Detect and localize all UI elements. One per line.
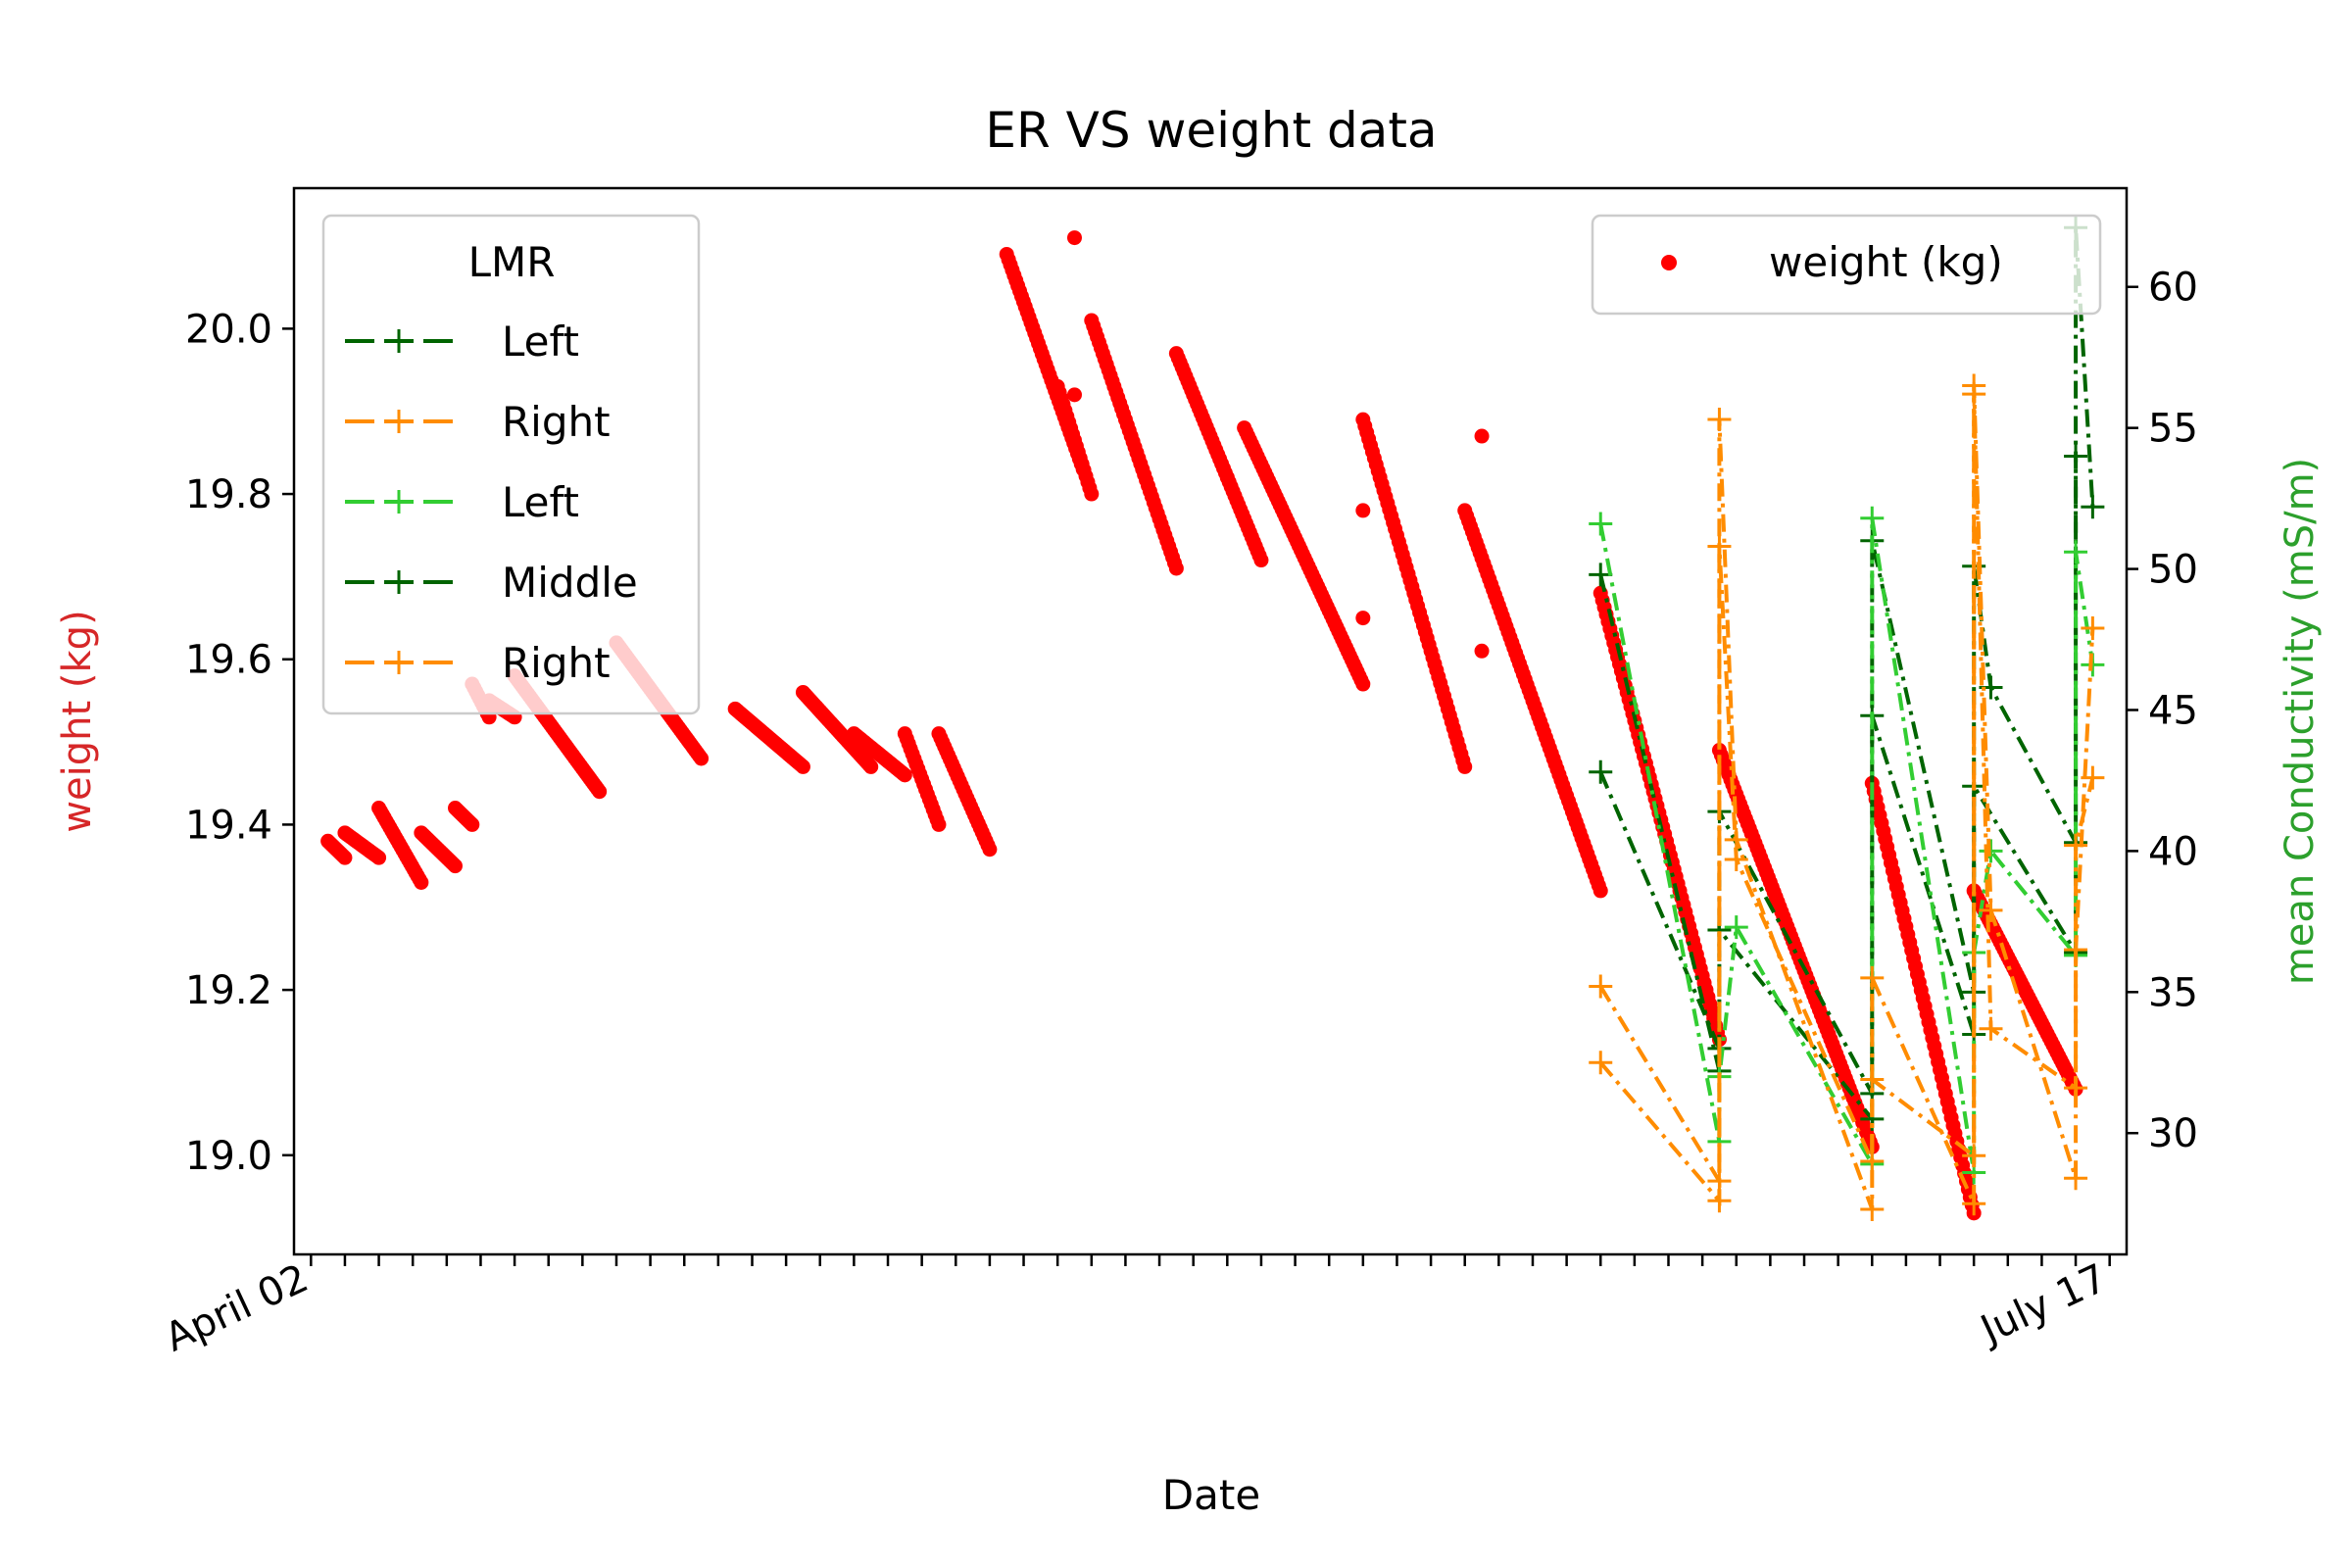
conductivity-marker (2081, 495, 2105, 519)
weight-point (897, 767, 912, 783)
left-y-tick-label: 19.2 (185, 968, 272, 1013)
conductivity-marker (2064, 1166, 2088, 1191)
conductivity-marker (1962, 382, 1986, 407)
left-y-axis: 19.0 19.2 19.4 19.6 19.8 20.0 (185, 307, 294, 1179)
weight-point (1355, 676, 1371, 692)
legend-lmr-swatch-marker (387, 651, 411, 674)
conductivity-marker (1707, 408, 1732, 432)
weight-point (1168, 561, 1184, 576)
weight-point (1219, 469, 1235, 485)
weight-point (1066, 230, 1082, 246)
conductivity-marker (1707, 1169, 1732, 1194)
weight-point (1592, 883, 1608, 899)
conductivity-marker (1860, 1150, 1885, 1174)
weight-point (795, 759, 810, 774)
conductivity-marker (2081, 616, 2105, 641)
legend-lmr-box (321, 214, 701, 715)
conductivity-marker (1707, 534, 1732, 559)
legend-lmr-swatch-marker (387, 410, 411, 433)
chart-title: ER VS weight data (985, 102, 1437, 159)
weight-point (1253, 553, 1269, 568)
weight-point (1457, 759, 1473, 774)
legend-lmr-title: LMR (468, 238, 556, 286)
legend-weight: weight (kg) (1591, 214, 2102, 316)
weight-point (371, 850, 387, 865)
conductivity-marker (1979, 898, 2003, 922)
conductivity-line-5 (1598, 394, 2095, 1189)
x-axis-label: Date (1162, 1471, 1260, 1519)
legend-lmr-label: Right (502, 639, 611, 687)
left-y-axis-label: weight (kg) (55, 610, 100, 832)
conductivity-marker (2064, 1076, 2088, 1101)
weight-point (1084, 486, 1100, 502)
weight-point (337, 850, 353, 865)
legend-lmr-label: Middle (502, 559, 638, 607)
legend-lmr-swatch-marker (387, 329, 411, 353)
weight-point (1066, 387, 1082, 403)
left-y-tick-label: 19.0 (185, 1134, 272, 1179)
right-y-tick-label: 30 (2148, 1111, 2198, 1156)
weight-point (465, 816, 480, 832)
legend-lmr-swatch-marker (387, 490, 411, 514)
legend-weight-marker (1661, 255, 1677, 270)
conductivity-marker (1707, 1189, 1732, 1213)
legend-lmr-label: Left (502, 318, 579, 366)
conductivity-marker (2064, 833, 2088, 858)
weight-point (694, 751, 710, 766)
legend-lmr: LMR Left Right Left Middle Right (321, 214, 701, 715)
weight-point (931, 816, 947, 832)
conductivity-marker (1589, 974, 1613, 999)
conductivity-marker (1589, 1051, 1613, 1075)
legend-weight-label: weight (kg) (1769, 238, 2003, 286)
conductivity-marker (1860, 1197, 1885, 1221)
left-y-tick-label: 19.8 (185, 472, 272, 517)
conductivity-series (1589, 216, 2105, 1221)
right-y-tick-label: 40 (2148, 829, 2198, 874)
legend-lmr-label: Left (502, 478, 579, 526)
conductivity-marker (1860, 1067, 1885, 1092)
conductivity-marker (1589, 760, 1613, 784)
right-y-tick-label: 45 (2148, 688, 2198, 733)
plot-frame (292, 186, 2129, 1256)
weight-point (1355, 503, 1371, 518)
conductivity-line-4 (1598, 385, 2095, 1210)
right-y-axis: 30 35 40 45 50 55 60 (2127, 266, 2198, 1156)
conductivity-marker (1724, 915, 1748, 940)
right-y-tick-label: 60 (2148, 266, 2198, 311)
weight-point (414, 874, 429, 890)
right-y-tick-label: 55 (2148, 407, 2198, 452)
weight-point (592, 784, 608, 800)
conductivity-marker (2081, 765, 2105, 790)
legend-lmr-label: Right (502, 398, 611, 446)
right-y-tick-label: 50 (2148, 548, 2198, 593)
legend-lmr-swatch-marker (387, 570, 411, 594)
legend-lmr-entries: Left Right Left Middle Right (345, 318, 638, 687)
weight-point (1474, 428, 1490, 444)
left-y-tick-label: 19.6 (185, 638, 272, 683)
left-y-tick-label: 19.4 (185, 803, 272, 848)
right-y-tick-label: 35 (2148, 970, 2198, 1015)
conductivity-marker (1724, 848, 1748, 872)
conductivity-marker (1589, 512, 1613, 536)
right-y-axis-label: mean Conductivity (mS/m) (2278, 458, 2323, 985)
conductivity-marker (1979, 1016, 2003, 1041)
conductivity-marker (2064, 938, 2088, 962)
weight-point (1355, 611, 1371, 626)
weight-point (1474, 643, 1490, 659)
weight-point (982, 842, 998, 858)
conductivity-marker (2064, 540, 2088, 564)
conductivity-marker (1860, 506, 1885, 530)
left-y-tick-label: 20.0 (185, 307, 272, 352)
weight-point (863, 759, 879, 774)
conductivity-marker (1962, 1192, 1986, 1216)
conductivity-marker (1962, 1144, 1986, 1168)
weight-point (447, 858, 463, 874)
legend-weight-box (1591, 214, 2102, 316)
conductivity-marker (1860, 965, 1885, 990)
